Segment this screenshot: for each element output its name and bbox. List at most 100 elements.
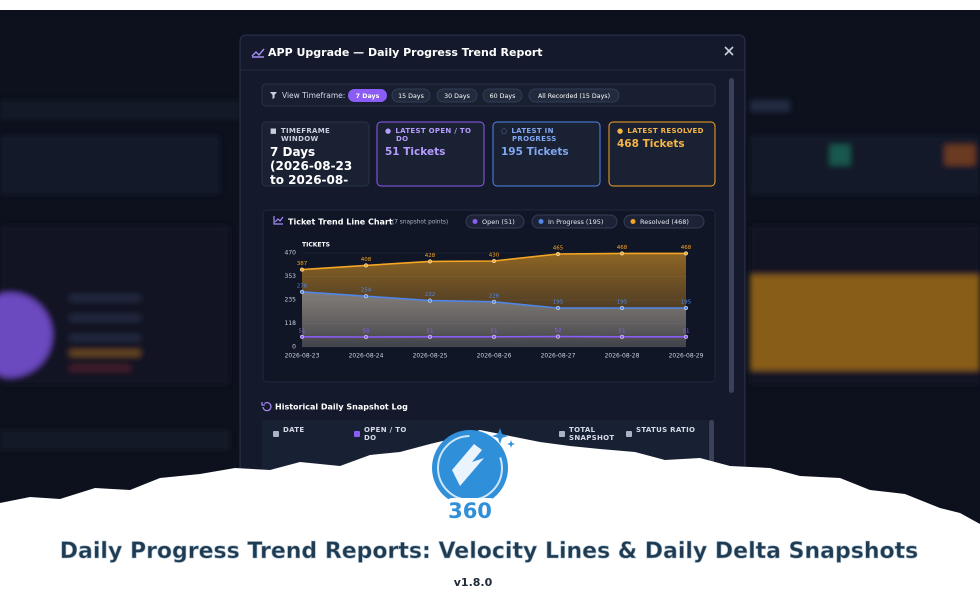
card-value: 468 Tickets [617,138,685,151]
column-header-text: OPEN / TO DO [364,426,407,443]
data-label: 408 [361,257,372,263]
point [491,258,497,264]
card-value: 51 Tickets [385,146,446,159]
point [683,251,689,256]
point [619,251,625,256]
card-label-text: LATEST RESOLVED [627,127,704,135]
x-tick-label: 2026-08-28 [605,353,640,360]
legend-item [531,214,618,229]
point [683,334,689,339]
y-tick-label: 0 [292,344,296,351]
point [363,263,369,268]
timeframe-button-label[interactable]: All Recorded (15 Days) [538,93,610,100]
title-icon [251,48,265,58]
legend-item [465,214,525,229]
close-button[interactable] [724,46,734,56]
data-label: 428 [425,253,436,259]
legend-label: Open (51) [482,218,515,226]
card-label: ● LATEST RESOLVED [617,127,709,135]
timeframe-button-label[interactable]: 7 Days [356,93,380,100]
timeframe-button-label[interactable]: 30 Days [444,93,470,100]
column-header: OPEN / TO DO [364,426,407,443]
column-header-text: DATE [283,426,305,434]
column-icon [559,431,565,437]
point [619,334,625,339]
point [427,334,433,339]
card-label: ■ TIMEFRAME WINDOW [270,127,363,143]
timeframe-button[interactable] [482,88,523,103]
y-tick-label: 118 [285,320,297,327]
timeframe-button[interactable] [528,88,620,103]
modal-title: APP Upgrade — Daily Progress Trend Repor… [268,46,543,59]
logo-text: 360 [448,499,492,523]
point [555,305,561,311]
data-label: 51 [427,328,434,334]
summary-card-content: ● LATEST OPEN / TO DO 51 Tickets [385,127,478,158]
data-label: 51 [299,328,306,334]
point [555,334,561,339]
point [427,259,433,264]
card-label-text: LATEST OPEN / TO DO [395,127,472,144]
timeframe-button-label[interactable]: 15 Days [398,93,424,100]
log-scrollbar[interactable] [709,420,714,470]
chart-icon [273,216,284,225]
legend-label: In Progress (195) [548,218,603,226]
chart: Open (51) In Progress (195) Resolved (468)… [285,214,705,360]
y-axis-label: TICKETS [302,242,330,249]
summary-card-content: ◌ LATEST IN PROGRESS 195 Tickets [501,127,594,158]
card-label: ● LATEST OPEN / TO DO [385,127,478,143]
legend-label: Resolved (468) [640,218,689,226]
data-label: 468 [617,245,628,251]
legend-swatch [538,219,544,224]
summary-card [261,121,370,187]
point [299,267,305,272]
point [299,289,305,294]
card-text: ◌ LATEST IN PROGRESS 195 Tickets [501,127,594,158]
summary-card [376,121,485,187]
data-label: 52 [555,328,562,334]
log-title: Historical Daily Snapshot Log [275,403,408,412]
data-label: 276 [297,283,308,289]
x-tick-label: 2026-08-25 [413,353,448,360]
timeframe-label: View Timeframe: [282,91,345,100]
point [491,299,497,304]
top-strip [0,0,980,10]
point [427,298,433,303]
logo [432,428,515,526]
data-label: 468 [681,245,692,251]
headline: Daily Progress Trend Reports: Velocity L… [60,539,918,564]
card-text: ● LATEST OPEN / TO DO 51 Tickets [385,127,478,158]
column-header-text: TOTAL SNAPSHOT [569,426,615,443]
column-icon [626,431,632,437]
timeframe-buttons: 7 Days 15 Days 30 Days 60 Days All Recorded … [348,88,620,103]
card-icon: ● [617,127,624,135]
column-icon [354,431,360,437]
point [491,334,497,339]
legend-swatch [630,219,636,224]
card-icon: ■ [270,127,277,135]
summary-card-content: ● LATEST RESOLVED 468 Tickets [617,127,709,150]
chart-title: Ticket Trend Line Chart [288,218,393,227]
data-label: 195 [553,300,564,306]
card-text: ● LATEST RESOLVED 468 Tickets [617,127,709,150]
card-icon: ◌ [501,127,508,135]
timeframe-button-label[interactable]: 60 Days [490,93,516,100]
x-tick-label: 2026-08-27 [541,353,576,360]
data-label: 232 [425,292,436,298]
summary-card [608,121,716,187]
data-label: 50 [363,329,370,335]
point [555,251,561,257]
timeframe-button[interactable] [391,88,431,103]
scrollbar[interactable] [729,78,734,393]
data-label: 226 [489,293,500,299]
timeframe-button[interactable] [348,89,387,102]
data-label: 51 [619,328,626,334]
chart-subtitle: (7 snapshot points) [392,220,448,226]
column-header-text: STATUS RATIO [636,426,696,434]
area [302,291,686,347]
timeframe-button[interactable] [436,88,478,103]
point [363,294,369,299]
data-label: 51 [683,328,690,334]
data-label: 195 [681,300,692,306]
